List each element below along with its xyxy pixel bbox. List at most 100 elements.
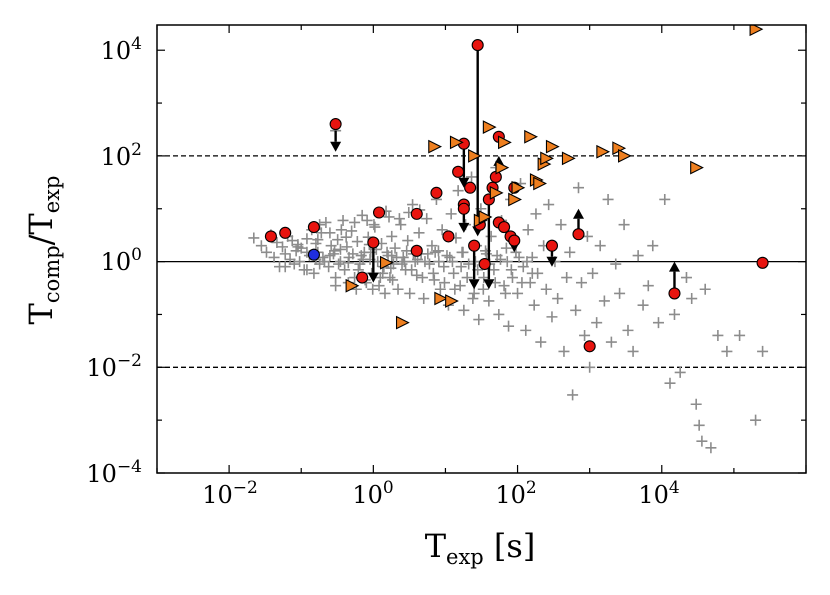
cross-marker — [312, 234, 324, 246]
cross-marker — [493, 308, 505, 320]
cross-marker — [332, 234, 344, 246]
cross-marker — [627, 345, 639, 357]
cross-marker — [369, 221, 381, 233]
cross-marker — [301, 264, 313, 276]
cross-marker — [602, 193, 614, 205]
cross-marker — [286, 235, 298, 247]
cross-marker — [386, 250, 398, 262]
cross-marker — [659, 193, 671, 205]
orange-triangle-marker — [596, 144, 611, 159]
cross-marker — [339, 264, 351, 276]
x-tick-label: 100 — [352, 478, 393, 509]
cross-marker — [632, 250, 644, 262]
cross-marker — [461, 272, 473, 284]
cross-marker — [308, 267, 320, 279]
cross-marker — [335, 224, 347, 236]
cross-marker — [248, 232, 260, 244]
orange-triangle-marker — [449, 135, 464, 150]
triangle-markers — [345, 25, 764, 330]
blue-circle-marker — [307, 248, 320, 261]
cross-marker — [423, 258, 435, 270]
cross-marker — [699, 283, 711, 295]
y-tick-label: 10−4 — [86, 457, 142, 488]
cross-marker — [438, 277, 450, 289]
cross-marker — [668, 308, 680, 320]
orange-triangle-marker — [690, 160, 704, 175]
cross-marker — [318, 256, 330, 268]
cross-marker — [501, 256, 513, 268]
orange-triangle-marker — [524, 129, 538, 144]
cross-marker — [384, 272, 396, 284]
cross-marker — [690, 398, 702, 410]
cross-marker — [584, 361, 596, 373]
orange-triangle-marker — [345, 278, 360, 293]
cross-marker — [540, 283, 552, 295]
cross-marker — [406, 264, 418, 276]
cross-marker — [361, 214, 373, 226]
cross-marker — [396, 258, 408, 270]
x-tick-label: 104 — [638, 478, 679, 509]
axis-ticks — [156, 25, 807, 474]
cross-marker — [712, 329, 724, 341]
cross-marker — [373, 280, 385, 292]
cross-marker — [389, 242, 401, 254]
red-circle-marker — [367, 236, 380, 249]
cross-marker — [441, 250, 453, 262]
limit-arrow-head — [668, 261, 680, 272]
cross-marker — [528, 299, 540, 311]
y-tick-label: 102 — [101, 140, 142, 171]
cross-marker — [279, 261, 291, 273]
cross-marker — [401, 245, 413, 257]
cross-marker — [422, 248, 434, 260]
cross-marker — [483, 295, 495, 307]
orange-triangle-marker — [489, 185, 504, 200]
limit-arrow-head — [458, 222, 470, 233]
cross-marker — [292, 241, 304, 253]
orange-triangle-marker — [428, 139, 443, 154]
x-axis-label: Texp [s] — [425, 527, 536, 569]
red-circle-marker — [410, 207, 423, 220]
cross-markers — [248, 125, 769, 454]
cross-marker — [294, 256, 306, 268]
cross-marker — [605, 336, 617, 348]
orange-triangle-marker — [498, 135, 512, 150]
cross-marker — [436, 224, 448, 236]
orange-triangle-marker — [482, 120, 497, 135]
cross-marker — [457, 246, 469, 258]
cross-marker — [428, 274, 440, 286]
x-tick-label: 102 — [495, 478, 536, 509]
cross-marker — [674, 366, 686, 378]
cross-marker — [398, 256, 410, 268]
red-circle-marker — [356, 271, 369, 284]
y-tick-label: 100 — [101, 245, 142, 276]
orange-triangle-marker — [508, 192, 522, 207]
cross-marker — [413, 227, 425, 239]
cross-marker — [395, 219, 407, 231]
red-circle-marker — [478, 257, 491, 271]
cross-marker — [409, 256, 421, 268]
cross-marker — [367, 283, 379, 295]
red-circle-marker — [471, 39, 484, 52]
cross-marker — [301, 233, 313, 245]
cross-marker — [374, 272, 386, 284]
red-circle-marker — [279, 226, 292, 239]
cross-marker — [591, 317, 603, 329]
cross-marker — [555, 219, 567, 231]
cross-marker — [506, 272, 518, 284]
red-circle-marker — [307, 221, 320, 234]
cross-marker — [448, 267, 460, 279]
cross-marker — [543, 199, 555, 211]
cross-marker — [356, 209, 368, 221]
red-circle-marker — [452, 165, 465, 178]
cross-marker — [261, 246, 273, 258]
cross-marker — [279, 248, 291, 260]
cross-marker — [499, 287, 511, 299]
cross-marker — [419, 256, 431, 268]
cross-marker — [561, 272, 573, 284]
red-circle-marker — [583, 340, 596, 353]
y-tick-label: 10−2 — [86, 351, 142, 382]
cross-marker — [365, 246, 377, 258]
cross-marker — [416, 272, 428, 284]
cross-marker — [466, 171, 478, 183]
orange-triangle-marker — [445, 294, 459, 308]
